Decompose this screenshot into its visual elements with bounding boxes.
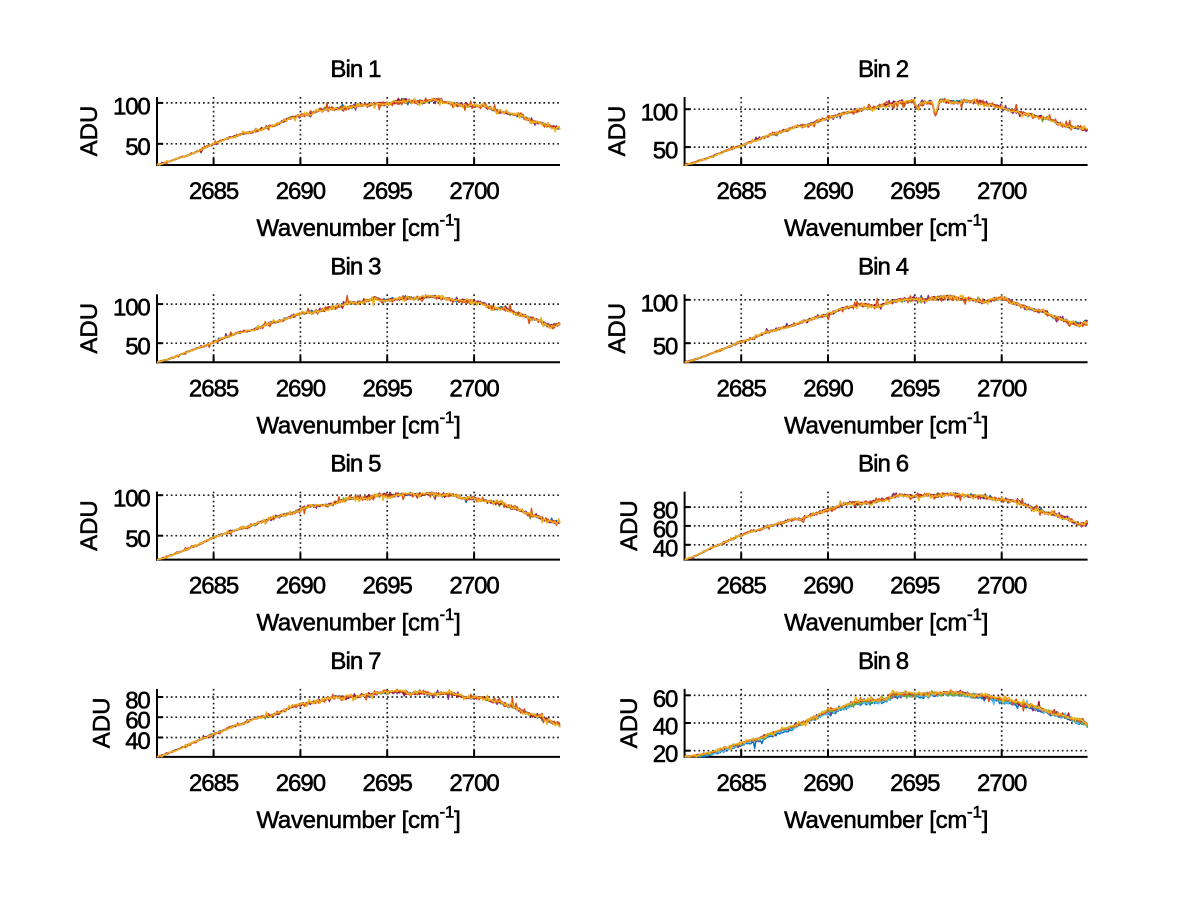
svg-text:100: 100 — [113, 486, 150, 513]
svg-text:2700: 2700 — [449, 375, 499, 402]
svg-text:2695: 2695 — [890, 178, 940, 205]
svg-text:Wavenumber [cm-1]: Wavenumber [cm-1] — [256, 802, 460, 834]
svg-text:2690: 2690 — [276, 573, 326, 600]
svg-text:50: 50 — [125, 334, 150, 361]
svg-text:Wavenumber [cm-1]: Wavenumber [cm-1] — [256, 408, 460, 440]
svg-text:Bin 3: Bin 3 — [330, 253, 381, 280]
svg-text:2685: 2685 — [189, 770, 239, 797]
svg-text:2695: 2695 — [890, 770, 940, 797]
svg-text:60: 60 — [653, 516, 678, 543]
svg-text:2695: 2695 — [363, 178, 413, 205]
svg-text:40: 40 — [125, 728, 150, 755]
svg-text:50: 50 — [125, 134, 150, 161]
svg-text:Bin 1: Bin 1 — [330, 56, 381, 83]
svg-text:2685: 2685 — [189, 178, 239, 205]
svg-text:ADU: ADU — [88, 698, 115, 749]
svg-text:50: 50 — [653, 138, 678, 165]
svg-text:2700: 2700 — [977, 770, 1027, 797]
svg-text:2685: 2685 — [717, 770, 767, 797]
svg-text:Wavenumber [cm-1]: Wavenumber [cm-1] — [256, 211, 460, 243]
svg-text:Wavenumber [cm-1]: Wavenumber [cm-1] — [784, 408, 988, 440]
svg-text:2690: 2690 — [803, 770, 853, 797]
svg-text:Bin 4: Bin 4 — [858, 253, 909, 280]
svg-text:2690: 2690 — [276, 178, 326, 205]
svg-text:100: 100 — [113, 295, 150, 322]
svg-text:80: 80 — [125, 688, 150, 715]
svg-text:40: 40 — [653, 714, 678, 741]
svg-text:Bin 2: Bin 2 — [858, 56, 909, 83]
svg-text:60: 60 — [125, 708, 150, 735]
svg-text:20: 20 — [653, 741, 678, 768]
svg-text:ADU: ADU — [604, 303, 631, 354]
svg-text:ADU: ADU — [76, 106, 103, 157]
svg-text:Bin 5: Bin 5 — [330, 451, 381, 478]
svg-text:2695: 2695 — [363, 770, 413, 797]
svg-text:Bin 7: Bin 7 — [330, 648, 381, 675]
svg-text:ADU: ADU — [604, 106, 631, 157]
svg-text:2690: 2690 — [803, 178, 853, 205]
svg-text:50: 50 — [125, 526, 150, 553]
svg-text:2695: 2695 — [890, 375, 940, 402]
svg-text:2685: 2685 — [189, 375, 239, 402]
svg-text:60: 60 — [653, 686, 678, 713]
svg-text:Wavenumber [cm-1]: Wavenumber [cm-1] — [784, 605, 988, 637]
svg-text:2690: 2690 — [803, 573, 853, 600]
svg-text:Wavenumber [cm-1]: Wavenumber [cm-1] — [784, 802, 988, 834]
svg-text:Bin 8: Bin 8 — [858, 648, 909, 675]
svg-text:2695: 2695 — [363, 573, 413, 600]
svg-text:2695: 2695 — [363, 375, 413, 402]
svg-text:ADU: ADU — [616, 500, 643, 551]
svg-text:2685: 2685 — [189, 573, 239, 600]
svg-text:Bin 6: Bin 6 — [858, 451, 909, 478]
svg-text:2690: 2690 — [276, 375, 326, 402]
svg-text:2685: 2685 — [717, 375, 767, 402]
svg-text:Wavenumber [cm-1]: Wavenumber [cm-1] — [784, 211, 988, 243]
svg-text:2700: 2700 — [977, 573, 1027, 600]
svg-text:ADU: ADU — [616, 698, 643, 749]
svg-text:2700: 2700 — [449, 178, 499, 205]
svg-text:40: 40 — [653, 535, 678, 562]
svg-text:80: 80 — [653, 498, 678, 525]
svg-text:2700: 2700 — [449, 573, 499, 600]
svg-text:2685: 2685 — [717, 178, 767, 205]
svg-text:100: 100 — [641, 100, 678, 127]
svg-text:2700: 2700 — [977, 178, 1027, 205]
svg-text:50: 50 — [653, 334, 678, 361]
svg-text:2690: 2690 — [276, 770, 326, 797]
svg-text:2685: 2685 — [717, 573, 767, 600]
svg-text:2700: 2700 — [977, 375, 1027, 402]
svg-text:ADU: ADU — [76, 303, 103, 354]
svg-text:2700: 2700 — [449, 770, 499, 797]
svg-text:100: 100 — [113, 93, 150, 120]
svg-text:100: 100 — [641, 290, 678, 317]
svg-text:2690: 2690 — [803, 375, 853, 402]
svg-text:2695: 2695 — [890, 573, 940, 600]
svg-text:Wavenumber [cm-1]: Wavenumber [cm-1] — [256, 605, 460, 637]
svg-text:ADU: ADU — [76, 500, 103, 551]
